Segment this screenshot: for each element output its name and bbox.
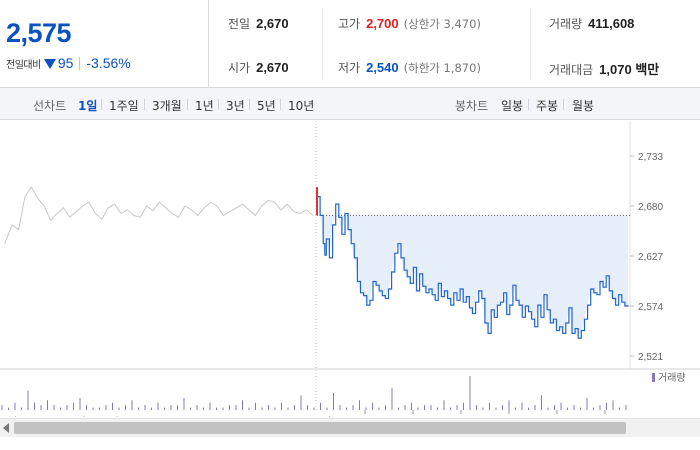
scrollbar-thumb[interactable]: [14, 422, 626, 434]
period-1y[interactable]: 1년: [195, 99, 214, 113]
divider: [79, 56, 81, 70]
x-axis-previous-day-label: 03/31 2,670 ▼95 (-3.69%): [2, 416, 120, 417]
below-prev-close-fill: [317, 215, 628, 339]
stat-label: 거래대금: [549, 63, 594, 77]
divider: [322, 8, 323, 80]
intraday-chart: 2,733 2,680 2,627 2,574 2,521 거래량 03/31 2,670 …: [0, 121, 700, 427]
stat-label: 시가: [228, 61, 251, 75]
period-5y[interactable]: 5년: [257, 99, 276, 113]
stat-value: 2,670: [256, 16, 289, 31]
stat-value: 2,670: [256, 60, 289, 75]
stat-open: 시가 2,670: [228, 59, 289, 76]
divider: [187, 99, 188, 110]
y-tick-label: 2,680: [638, 202, 663, 213]
stat-label: 전일: [228, 17, 251, 31]
divider: [530, 8, 531, 80]
today-price-line: [317, 196, 629, 339]
stat-volume: 거래량 411,608: [549, 15, 634, 32]
divider: [563, 99, 564, 110]
x-tick-label: 10:00: [362, 416, 387, 417]
divider: [218, 99, 219, 110]
divider: [528, 99, 529, 110]
y-tick-label: 2,627: [638, 252, 663, 263]
x-tick-label: 13:00: [506, 416, 531, 417]
stat-value: 411,608: [588, 16, 635, 31]
quote-summary: 2,575 전일대비 95 -3.56% 전일 2,670 시가 2,670 고…: [0, 0, 700, 88]
stat-high: 고가 2,700 (상한가 3,470): [338, 15, 481, 32]
current-price: 2,575: [6, 18, 72, 48]
price-chart-svg: 2,733 2,680 2,627 2,574 2,521 거래량 03/31 2,670 …: [0, 121, 700, 427]
divider: [144, 99, 145, 110]
change-label: 전일대비: [6, 59, 41, 71]
upper-limit: (상한가 3,470): [403, 17, 481, 31]
x-tick-label: 15:00: [602, 416, 627, 417]
down-arrow-icon: [43, 59, 56, 69]
x-tick-label: 14:00: [554, 416, 579, 417]
stat-label: 고가: [338, 17, 361, 31]
y-tick-label: 2,574: [638, 302, 663, 313]
candle-monthly[interactable]: 월봉: [572, 99, 595, 113]
y-tick-label: 2,521: [638, 352, 663, 363]
stat-low: 저가 2,540 (하한가 1,870): [338, 59, 481, 76]
scroll-left-arrow-icon[interactable]: [3, 423, 9, 433]
stat-label: 저가: [338, 61, 361, 75]
period-1d[interactable]: 1일: [78, 99, 98, 113]
volume-legend-label: 거래량: [658, 372, 686, 384]
change-percent: -3.56%: [86, 55, 131, 71]
change-amount: 95: [57, 55, 74, 71]
period-3m[interactable]: 3개월: [152, 99, 182, 113]
stat-label: 거래량: [549, 17, 583, 31]
change-row: 전일대비 95 -3.56%: [6, 54, 131, 72]
price-box: 2,575 전일대비 95 -3.56%: [0, 0, 209, 88]
period-1w[interactable]: 1주일: [109, 99, 139, 113]
y-tick-label: 2,733: [638, 152, 663, 163]
line-chart-label: 선차트: [33, 99, 67, 113]
divider: [249, 99, 250, 110]
candle-weekly[interactable]: 주봉: [536, 99, 559, 113]
divider: [101, 99, 102, 110]
stat-prev-close: 전일 2,670: [228, 15, 289, 32]
divider: [280, 99, 281, 110]
period-10y[interactable]: 10년: [288, 99, 315, 113]
stat-value: 2,540: [366, 60, 399, 75]
stat-value: 2,700: [366, 16, 399, 31]
x-tick-label: 11:00: [410, 416, 435, 417]
period-bar: 선차트 1일 1주일 3개월 1년 3년 5년 10년 봉차트 일봉 주봉 월봉: [0, 88, 700, 120]
stat-trade-value: 거래대금 1,070 백만: [549, 59, 659, 78]
lower-limit: (하한가 1,870): [403, 61, 481, 75]
period-3y[interactable]: 3년: [226, 99, 245, 113]
stat-value: 1,070 백만: [599, 62, 660, 77]
candle-daily[interactable]: 일봉: [501, 99, 524, 113]
previous-day-line: [4, 186, 314, 244]
candle-chart-label: 봉차트: [455, 99, 489, 113]
x-axis-today-label: 04/03: [316, 416, 341, 417]
horizontal-scrollbar[interactable]: [0, 418, 700, 437]
x-tick-label: 12:00: [458, 416, 483, 417]
volume-legend-swatch: [652, 373, 655, 382]
